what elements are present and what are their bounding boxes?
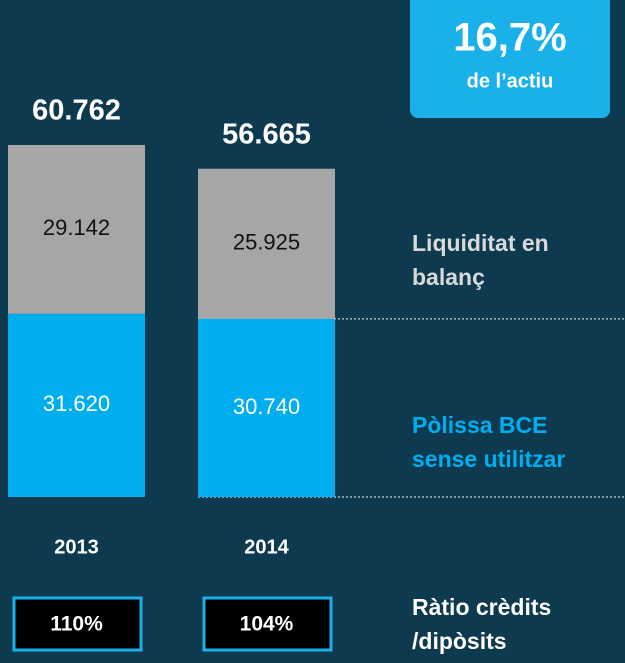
legend-entry: Liquiditat en balanç — [412, 230, 549, 290]
badge-value: 16,7% — [453, 16, 566, 60]
bar-segment — [198, 168, 335, 319]
ratio-value: 110% — [50, 613, 103, 636]
ratio-box — [12, 596, 143, 652]
ratio-box — [202, 596, 333, 652]
value-label: 31.620 — [43, 391, 110, 416]
badge — [410, 0, 610, 118]
total-label: 60.762 — [32, 95, 121, 127]
value-label: 25.925 — [233, 230, 300, 255]
bar-segment — [8, 313, 145, 497]
value-label: 30.740 — [233, 394, 300, 419]
value-label: 29.142 — [43, 215, 110, 240]
x-tick-label: 2013 — [54, 536, 99, 558]
legend-entry: Pòlissa BCE sense utilitzar — [412, 412, 566, 472]
bar-segment — [8, 145, 145, 314]
ratio-value: 104% — [240, 613, 294, 636]
ratio-label: Ràtio crèdits /dipòsits — [412, 594, 552, 654]
bar-segment — [198, 318, 335, 497]
total-label: 56.665 — [222, 118, 311, 150]
x-tick-label: 2014 — [244, 536, 289, 558]
badge-text: de l’actiu — [467, 70, 554, 92]
